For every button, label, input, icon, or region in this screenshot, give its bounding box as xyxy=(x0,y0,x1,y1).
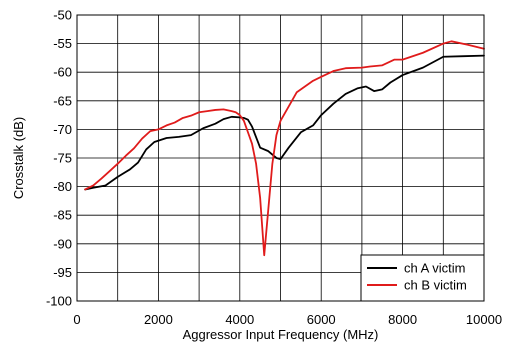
x-axis-label: Aggressor Input Frequency (MHz) xyxy=(183,327,379,342)
x-tick-label: 10000 xyxy=(466,312,502,327)
series-line-ch-a xyxy=(84,54,485,191)
y-axis-label: Crosstalk (dB) xyxy=(11,117,26,199)
y-tick-label: -65 xyxy=(53,93,72,108)
legend-label-ch-b: ch B victim xyxy=(404,278,467,293)
y-tick-label: -60 xyxy=(53,65,72,80)
y-tick-label: -50 xyxy=(53,8,72,23)
legend-label-ch-a: ch A victim xyxy=(404,261,465,276)
y-tick-label: -85 xyxy=(53,208,72,223)
series-line-ch-b xyxy=(84,40,485,257)
plot-frame xyxy=(76,14,485,302)
legend-box xyxy=(360,254,485,302)
y-tick-label: -95 xyxy=(53,265,72,280)
x-tick-label: 4000 xyxy=(225,312,254,327)
legend: ch A victim ch B victim xyxy=(360,254,485,302)
y-tick-label: -70 xyxy=(53,122,72,137)
x-tick-label: 2000 xyxy=(144,312,173,327)
y-tick-label: -80 xyxy=(53,179,72,194)
y-tick-label: -55 xyxy=(53,36,72,51)
x-tick-label: 6000 xyxy=(307,312,336,327)
y-tick-label: -75 xyxy=(53,151,72,166)
x-tick-labels: 0 2000 4000 6000 8000 10000 xyxy=(73,312,502,327)
y-tick-label: -90 xyxy=(53,236,72,251)
series-lines xyxy=(84,40,485,257)
y-tick-labels: -50 -55 -60 -65 -70 -75 -80 -85 -90 -95 -100 xyxy=(46,8,72,309)
x-tick-label: 0 xyxy=(73,312,80,327)
y-tick-label: -100 xyxy=(46,294,72,309)
x-tick-label: 8000 xyxy=(388,312,417,327)
